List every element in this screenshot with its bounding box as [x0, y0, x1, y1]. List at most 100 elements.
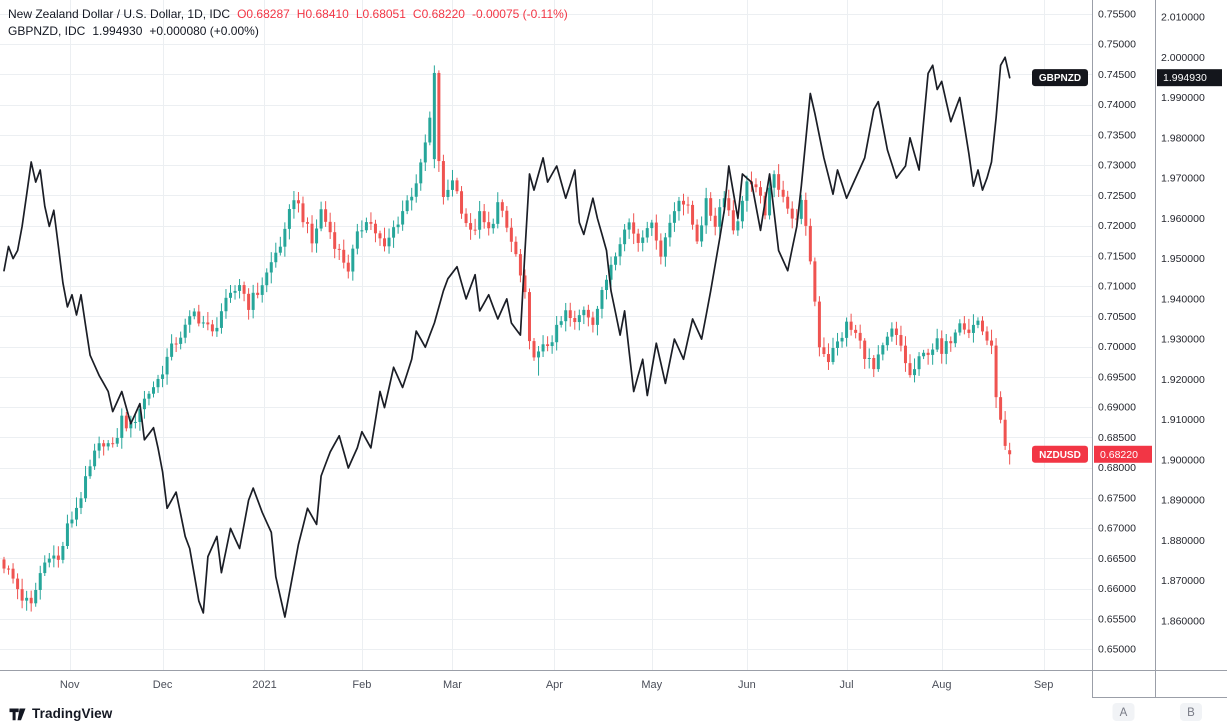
nzd-tick-label[interactable]: 0.72000	[1098, 220, 1136, 232]
candle-body	[43, 562, 47, 574]
gbp-tick-label[interactable]: 2.010000	[1161, 12, 1205, 24]
candle-body	[940, 338, 944, 354]
nzd-tick-label[interactable]: 0.72500	[1098, 190, 1136, 202]
time-axis[interactable]: Nov Dec 2021 Feb Mar Apr May Jun Jul Aug Sep	[60, 679, 1054, 691]
candle-body	[351, 248, 355, 272]
candle-body	[405, 200, 409, 212]
nzd-tick-label[interactable]: 0.66000	[1098, 583, 1136, 595]
candle-body	[170, 343, 174, 357]
candle-body	[813, 261, 817, 302]
candle-body	[677, 200, 681, 212]
candle-body	[47, 558, 51, 563]
nzd-tick-label[interactable]: 0.74500	[1098, 69, 1136, 81]
gbp-tick-label[interactable]: 1.930000	[1161, 334, 1205, 346]
nzd-tick-label[interactable]: 0.75000	[1098, 39, 1136, 51]
nzdusd-candles-series[interactable]	[2, 65, 1012, 612]
nzd-tick-label[interactable]: 0.74000	[1098, 99, 1136, 111]
nzd-price-scale[interactable]: 0.75500 0.75000 0.74500 0.74000 0.73500 0.730…	[1098, 9, 1136, 656]
scale-button-label: A	[1120, 707, 1128, 719]
gbp-tick-label[interactable]: 1.880000	[1161, 535, 1205, 547]
month-label[interactable]: Nov	[60, 679, 80, 691]
month-label[interactable]: Mar	[443, 679, 462, 691]
tradingview-logo[interactable]: TradingView	[8, 704, 112, 723]
month-label[interactable]: Jun	[738, 679, 756, 691]
candle-body	[718, 207, 722, 227]
nzd-tick-label[interactable]: 0.68500	[1098, 432, 1136, 444]
nzd-tick-label[interactable]: 0.71500	[1098, 250, 1136, 262]
candle-body	[455, 180, 459, 192]
gbp-tick-label[interactable]: 1.910000	[1161, 414, 1205, 426]
candle-body	[151, 387, 155, 394]
gbp-tick-label[interactable]: 1.980000	[1161, 132, 1205, 144]
symbol-title-nzdusd[interactable]: New Zealand Dollar / U.S. Dollar, 1D, ID…	[8, 7, 231, 21]
candle-body	[990, 340, 994, 346]
month-label[interactable]: Dec	[153, 679, 173, 691]
month-label[interactable]: Jul	[840, 679, 854, 691]
nzd-tick-label[interactable]: 0.73500	[1098, 129, 1136, 141]
nzd-tick-label[interactable]: 0.65500	[1098, 613, 1136, 625]
gbp-price-scale[interactable]: 2.010000 2.000000 1.990000 1.980000 1.970000…	[1161, 12, 1205, 628]
gbp-tick-label[interactable]: 1.940000	[1161, 293, 1205, 305]
nzd-tick-label[interactable]: 0.66500	[1098, 553, 1136, 565]
candle-body	[115, 437, 119, 444]
month-label[interactable]: Feb	[352, 679, 371, 691]
nzd-tick-label[interactable]: 0.69500	[1098, 371, 1136, 383]
gbp-tick-label[interactable]: 1.920000	[1161, 374, 1205, 386]
symbol-title-gbpnzd[interactable]: GBPNZD, IDC	[8, 24, 86, 38]
month-label[interactable]: May	[641, 679, 662, 691]
gbp-tick-label[interactable]: 1.900000	[1161, 454, 1205, 466]
candle-body	[396, 224, 400, 228]
candle-body	[120, 415, 124, 438]
gbp-tick-label[interactable]: 1.890000	[1161, 495, 1205, 507]
candle-body	[691, 204, 695, 225]
gbp-tick-label[interactable]: 1.870000	[1161, 575, 1205, 587]
gbp-tick-label[interactable]: 1.960000	[1161, 213, 1205, 225]
candle-body	[999, 397, 1003, 420]
candle-body	[985, 331, 989, 341]
candle-body	[777, 174, 781, 190]
nzd-tick-label[interactable]: 0.73000	[1098, 160, 1136, 172]
nzd-tick-label[interactable]: 0.67000	[1098, 523, 1136, 535]
candle-body	[210, 324, 214, 332]
candle-body	[908, 363, 912, 376]
candle-body	[256, 292, 260, 295]
candle-body	[292, 200, 296, 210]
gbp-tick-label[interactable]: 1.970000	[1161, 173, 1205, 185]
nzd-tick-label[interactable]: 0.75500	[1098, 9, 1136, 21]
scale-button-a[interactable]: A	[1112, 703, 1135, 721]
candle-body	[546, 344, 550, 347]
month-label[interactable]: Sep	[1034, 679, 1054, 691]
candle-body	[627, 222, 631, 230]
candle-body	[650, 222, 654, 229]
month-label[interactable]: Apr	[546, 679, 563, 691]
candle-body	[124, 415, 128, 429]
candle-body	[310, 223, 314, 244]
gbp-tick-label[interactable]: 1.860000	[1161, 616, 1205, 628]
nzd-tick-label[interactable]: 0.67500	[1098, 492, 1136, 504]
candle-body	[931, 349, 935, 355]
candle-body	[414, 183, 418, 197]
nzd-tick-label[interactable]: 0.71000	[1098, 281, 1136, 293]
candle-body	[201, 322, 205, 324]
gbp-tick-label[interactable]: 2.000000	[1161, 52, 1205, 64]
nzd-tick-label[interactable]: 0.65000	[1098, 644, 1136, 656]
candle-body	[38, 573, 42, 590]
nzd-tick-label[interactable]: 0.69000	[1098, 402, 1136, 414]
candle-body	[532, 341, 536, 358]
nzd-tick-label[interactable]: 0.70500	[1098, 311, 1136, 323]
month-label[interactable]: Aug	[932, 679, 952, 691]
nzd-tick-label[interactable]: 0.68000	[1098, 462, 1136, 474]
gbpnzd-price-badge-text: 1.994930	[1163, 72, 1207, 84]
month-label[interactable]: 2021	[252, 679, 276, 691]
gbp-tick-label[interactable]: 1.990000	[1161, 92, 1205, 104]
candle-body	[206, 322, 210, 325]
candle-body	[102, 443, 106, 447]
candle-body	[56, 555, 60, 560]
gbp-tick-label[interactable]: 1.950000	[1161, 253, 1205, 265]
candle-body	[355, 231, 359, 249]
gbpnzd-line-series[interactable]	[3, 56, 1011, 618]
nzd-tick-label[interactable]: 0.70000	[1098, 341, 1136, 353]
scale-button-b[interactable]: B	[1180, 703, 1202, 721]
candle-body	[586, 309, 590, 318]
